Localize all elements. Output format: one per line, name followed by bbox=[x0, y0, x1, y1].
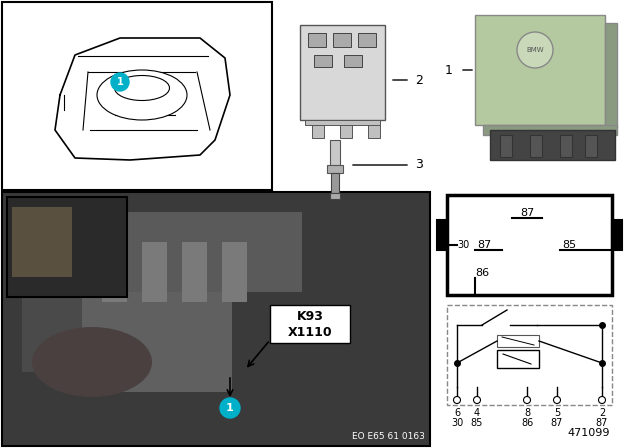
Bar bbox=[182, 242, 207, 302]
Bar bbox=[447, 305, 612, 405]
Bar bbox=[12, 207, 72, 277]
Bar bbox=[530, 135, 542, 157]
Text: 3: 3 bbox=[415, 159, 423, 172]
Circle shape bbox=[517, 32, 553, 68]
Bar bbox=[300, 25, 385, 120]
Circle shape bbox=[474, 396, 481, 404]
Bar bbox=[270, 305, 350, 343]
Bar bbox=[605, 23, 617, 128]
Bar bbox=[314, 55, 332, 67]
Bar bbox=[308, 33, 326, 47]
Text: 87: 87 bbox=[551, 418, 563, 428]
Bar bbox=[2, 2, 272, 190]
Circle shape bbox=[111, 73, 129, 91]
Bar bbox=[333, 33, 351, 47]
Bar bbox=[312, 120, 324, 138]
Bar bbox=[344, 55, 362, 67]
Bar bbox=[585, 135, 597, 157]
Bar bbox=[305, 120, 380, 125]
Ellipse shape bbox=[97, 70, 187, 120]
Bar bbox=[142, 242, 167, 302]
Text: 85: 85 bbox=[562, 240, 576, 250]
Ellipse shape bbox=[32, 327, 152, 397]
Bar bbox=[358, 33, 376, 47]
Bar bbox=[483, 125, 617, 135]
Bar bbox=[475, 15, 605, 125]
Bar bbox=[330, 193, 340, 199]
Text: 8: 8 bbox=[524, 408, 530, 418]
Bar bbox=[327, 165, 343, 173]
Circle shape bbox=[220, 398, 240, 418]
Bar bbox=[331, 173, 339, 193]
Bar bbox=[7, 197, 127, 297]
Bar bbox=[102, 242, 127, 302]
Ellipse shape bbox=[115, 76, 170, 100]
Text: 87: 87 bbox=[596, 418, 608, 428]
Bar bbox=[368, 120, 380, 138]
Bar bbox=[222, 242, 247, 302]
Bar bbox=[560, 135, 572, 157]
Text: X1110: X1110 bbox=[288, 326, 332, 339]
Bar bbox=[2, 192, 430, 446]
Text: 2: 2 bbox=[415, 73, 423, 86]
Text: K93: K93 bbox=[296, 310, 323, 323]
Bar bbox=[497, 335, 539, 347]
Circle shape bbox=[554, 396, 561, 404]
Text: 1: 1 bbox=[116, 77, 124, 87]
Bar bbox=[490, 130, 615, 160]
Bar bbox=[82, 292, 232, 392]
Text: 30: 30 bbox=[457, 240, 469, 250]
Bar bbox=[102, 212, 302, 292]
Bar bbox=[330, 140, 340, 170]
Text: 87: 87 bbox=[520, 208, 534, 218]
Text: 85: 85 bbox=[471, 418, 483, 428]
Bar bbox=[437, 220, 447, 250]
Text: 1: 1 bbox=[226, 403, 234, 413]
Text: 86: 86 bbox=[475, 268, 489, 278]
Bar bbox=[500, 135, 512, 157]
Circle shape bbox=[524, 396, 531, 404]
Text: 87: 87 bbox=[477, 240, 492, 250]
Text: 471099: 471099 bbox=[568, 428, 610, 438]
Bar bbox=[447, 195, 612, 295]
Bar bbox=[612, 220, 622, 250]
Bar bbox=[22, 252, 102, 372]
Text: EO E65 61 0163: EO E65 61 0163 bbox=[352, 432, 425, 441]
Bar bbox=[497, 350, 539, 368]
Text: 5: 5 bbox=[554, 408, 560, 418]
Text: 2: 2 bbox=[599, 408, 605, 418]
Text: 6: 6 bbox=[454, 408, 460, 418]
Circle shape bbox=[454, 396, 461, 404]
Text: 30: 30 bbox=[451, 418, 463, 428]
Text: BMW: BMW bbox=[526, 47, 544, 53]
Text: 4: 4 bbox=[474, 408, 480, 418]
Text: 86: 86 bbox=[521, 418, 533, 428]
Bar bbox=[340, 120, 352, 138]
Circle shape bbox=[598, 396, 605, 404]
Text: 1: 1 bbox=[445, 64, 453, 77]
